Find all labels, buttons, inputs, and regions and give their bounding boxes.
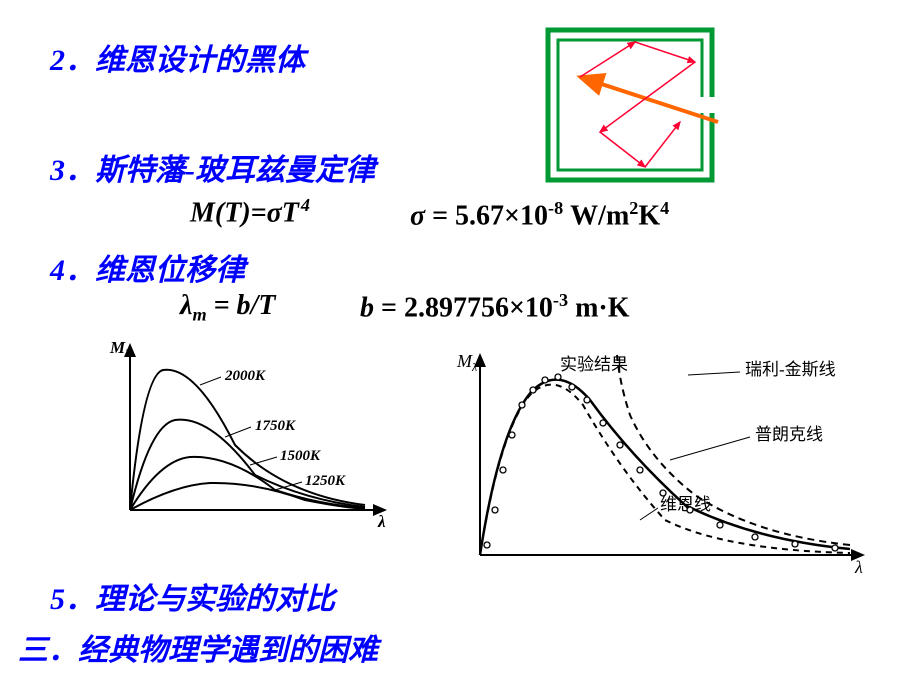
stefan-boltzmann-formula: M(T)=σT4 [190,195,310,229]
sigma-symbol-2: σ [410,200,425,231]
experimental-label: 实验结果 [560,355,628,374]
left-chart-xlabel: λ [377,512,386,531]
wien-formula: λm = b/T [180,290,275,326]
wien-b-units: m·K [568,292,629,323]
sigma-units1: W/m [563,200,629,231]
curve-label-2000k: 2000K [224,368,266,384]
sigma-units2: K [638,200,660,231]
theory-comparison-chart: Mλ λ 瑞利-金斯线 普朗克线 维恩线 [445,345,875,585]
sigma-value: = 5.67×10 [425,200,548,231]
wien-b-value: = 2.897756×10 [374,292,553,323]
sb-exp: 4 [301,195,310,215]
right-chart-ylabel: Mλ [456,351,477,374]
planck-label: 普朗克线 [755,425,823,444]
slide: 2．维恩设计的黑体 3 [0,0,920,690]
heading-6: 三．经典物理学遇到的困难 [18,625,378,669]
sigma-exp: -8 [548,198,563,218]
blackbody-diagram [540,22,720,187]
curve-label-1250k: 1250K [305,473,346,489]
sigma-symbol: σ [267,197,282,228]
rayleigh-jeans-label: 瑞利-金斯线 [745,360,836,379]
wien-line-label: 维恩线 [660,495,711,514]
sigma-constant: σ = 5.67×10-8 W/m2K4 [410,198,669,232]
heading-4: 4．维恩位移律 [50,245,245,289]
right-chart-xlabel: λ [854,557,863,577]
sb-lhs: M(T)= [190,197,267,228]
sb-rhs: T [282,197,299,228]
blackbody-spectrum-chart: Mλ λ 2000K 1750K 1500K 1250K [95,335,400,535]
wien-rest: = b/T [207,290,276,321]
sigma-units2-exp: 4 [660,198,669,218]
sigma-units1-exp: 2 [629,198,638,218]
left-chart-ylabel: Mλ [109,338,130,360]
curve-label-1750k: 1750K [255,418,296,434]
heading-2: 2．维恩设计的黑体 [50,35,305,79]
wien-b-exp: -3 [553,290,568,310]
heading-5: 5．理论与实验的对比 [50,574,335,618]
heading-3: 3．斯特藩-玻耳兹曼定律 [50,145,375,189]
lambda-sub: m [192,305,206,325]
wien-constant: b = 2.897756×10-3 m·K [360,290,630,324]
curve-label-1500k: 1500K [280,448,321,464]
lambda-symbol: λ [180,290,192,321]
